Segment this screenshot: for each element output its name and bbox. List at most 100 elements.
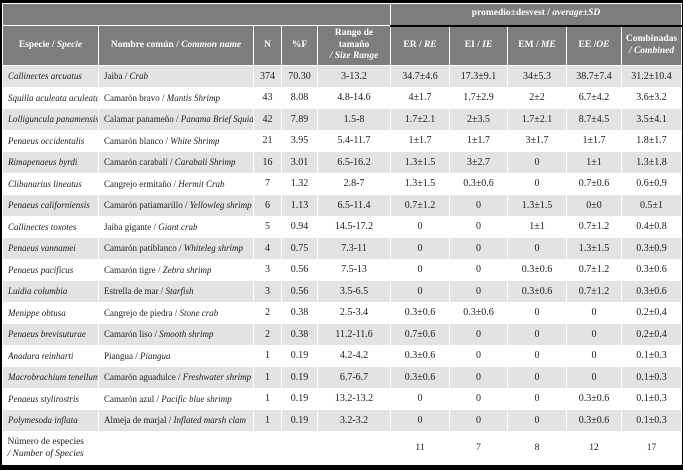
common-name-es: Camarón aguadulce	[104, 372, 176, 383]
table-row: Penaeus californiensis Camarón patiamari…	[2, 194, 683, 217]
combined-value: 0.3±0.6	[620, 258, 683, 281]
em-value: 1.3±1.5	[507, 194, 567, 217]
n-value: 1	[253, 366, 282, 389]
n-value: 5	[253, 215, 282, 238]
percent-f-value: 0.38	[281, 323, 318, 346]
ei-value: 0	[449, 323, 508, 346]
er-value: 0.3±0.6	[390, 366, 450, 389]
combined-value: 1.3±1.8	[620, 151, 683, 174]
ee-value: 0.3±0.6	[566, 409, 622, 432]
er-value: 1±1.7	[390, 129, 450, 152]
er-value: 0.3±0.6	[390, 344, 450, 367]
col-er-en: RE	[423, 39, 437, 50]
n-value: 7	[253, 172, 282, 195]
ee-value: 38.7±7.4	[566, 65, 622, 88]
col-header-species: Especie / Specie	[2, 25, 99, 66]
species-name: Callinectes arcuatus	[2, 65, 99, 88]
size-range-value: 14.5-17.2	[317, 215, 391, 238]
size-range-value: 3.2-3.2	[317, 409, 391, 432]
col-header-er: ER / RE	[390, 25, 450, 66]
common-name: Calamar panameño / Panama Brief Squid	[98, 108, 254, 131]
table-row: Penaeus occidentalis Camarón blanco / Wh…	[2, 129, 683, 152]
table-row: Penaeus vannamei Camarón patiblanco / Wh…	[2, 237, 683, 260]
common-name-es: Camarón patiamarillo	[104, 200, 183, 211]
common-name-sep: /	[182, 200, 190, 211]
col-er-es: ER	[403, 39, 417, 50]
percent-f-value: 0.56	[281, 280, 318, 303]
species-name: Anadara reinharti	[2, 344, 99, 367]
table-row: Callinectes arcuatus Jaiba / Crab 374 70…	[2, 65, 683, 88]
col-ee-en: OE	[596, 39, 610, 50]
col-header-size-range: Rango de tamaño / Size Range	[317, 25, 391, 66]
common-name-sep: /	[159, 92, 167, 103]
combined-value: 0.2±0.4	[620, 301, 683, 324]
er-value: 0	[390, 409, 450, 432]
col-er-sep: /	[416, 39, 424, 50]
size-range-value: 11.2-11.6	[317, 323, 391, 346]
ee-value: 0	[566, 366, 622, 389]
size-range-value: 7.5-13	[317, 258, 391, 281]
col-ei-sep: /	[474, 39, 483, 50]
ei-value: 0.3±0.6	[449, 172, 508, 195]
table-body: Callinectes arcuatus Jaiba / Crab 374 70…	[2, 65, 683, 432]
common-name-sep: /	[155, 264, 163, 275]
size-range-value: 2.5-3.4	[317, 301, 391, 324]
percent-f-value: 3.01	[281, 151, 318, 174]
percent-f-value: 0.75	[281, 237, 318, 260]
ee-value: 0	[566, 323, 622, 346]
species-name: Penaeus occidentalis	[2, 129, 99, 152]
er-value: 0	[390, 258, 450, 281]
col-header-ee: EE /OE	[566, 25, 622, 66]
footer-pf-cell	[281, 430, 318, 465]
common-name-es: Camarón azul	[104, 393, 155, 404]
common-name-es: Almeja de marjal	[104, 415, 167, 426]
common-name-sep: /	[171, 178, 179, 189]
common-name-sep: /	[175, 372, 183, 383]
col-common-sep: /	[173, 39, 182, 50]
common-name-en: Carabali Shrimp	[174, 157, 236, 168]
common-name-sep: /	[167, 157, 175, 168]
table-row: Callinectes toxotes Jaiba gigante / Gian…	[2, 215, 683, 238]
ee-value: 0.7±0.6	[566, 172, 622, 195]
ei-value: 2±3.5	[449, 108, 508, 131]
em-value: 0	[507, 301, 567, 324]
table-row: Squilla aculeata aculeata Camarón bravo …	[2, 86, 683, 109]
combined-value: 0.5±1	[620, 194, 683, 217]
col-n-label: N	[264, 39, 271, 50]
table-header: promedio±desvest / average±SD Especie / …	[2, 3, 683, 66]
ei-value: 17.3±9.1	[449, 65, 508, 88]
er-value: 0	[390, 237, 450, 260]
species-name: Macrobrachium tenellum	[2, 366, 99, 389]
col-header-em: EM / ME	[507, 25, 567, 66]
percent-f-value: 0.19	[281, 366, 318, 389]
common-name-es: Camarón blanco	[104, 135, 164, 146]
col-ei-es: EI	[464, 39, 475, 50]
common-name-es: Calamar panameño	[104, 114, 174, 125]
er-value: 0	[390, 215, 450, 238]
ei-value: 3±2.7	[449, 151, 508, 174]
common-name-en: Stone crab	[179, 307, 219, 318]
em-value: 0	[507, 151, 567, 174]
common-name-en: White Shrimp	[170, 135, 220, 146]
percent-f-value: 0.38	[281, 301, 318, 324]
combined-value: 31.2±10.4	[620, 65, 683, 88]
percent-f-value: 0.19	[281, 344, 318, 367]
common-name-es: Estrella de mar	[104, 286, 159, 297]
common-name-en: Yellowleg shrimp	[189, 200, 252, 211]
col-header-common-name: Nombre común / Common name	[98, 25, 254, 66]
footer-label-en: / Number of Species	[7, 449, 84, 460]
species-name: Menippe obtusa	[2, 301, 99, 324]
common-name-sep: /	[151, 221, 159, 232]
size-range-value: 4.2-4.2	[317, 344, 391, 367]
size-range-value: 5.4-11.7	[317, 129, 391, 152]
col-ee-es: EE	[578, 39, 592, 50]
common-name: Camarón bravo / Mantis Shrimp	[98, 86, 254, 109]
em-value: 0	[507, 344, 567, 367]
common-name-en: Pacific blue shrimp	[161, 393, 232, 404]
em-value: 0	[507, 409, 567, 432]
common-name-sep: /	[176, 243, 184, 254]
em-value: 3±1.7	[507, 129, 567, 152]
size-range-value: 3.5-6.5	[317, 280, 391, 303]
size-range-value: 13.2-13.2	[317, 387, 391, 410]
er-value: 0.7±1.2	[390, 194, 450, 217]
